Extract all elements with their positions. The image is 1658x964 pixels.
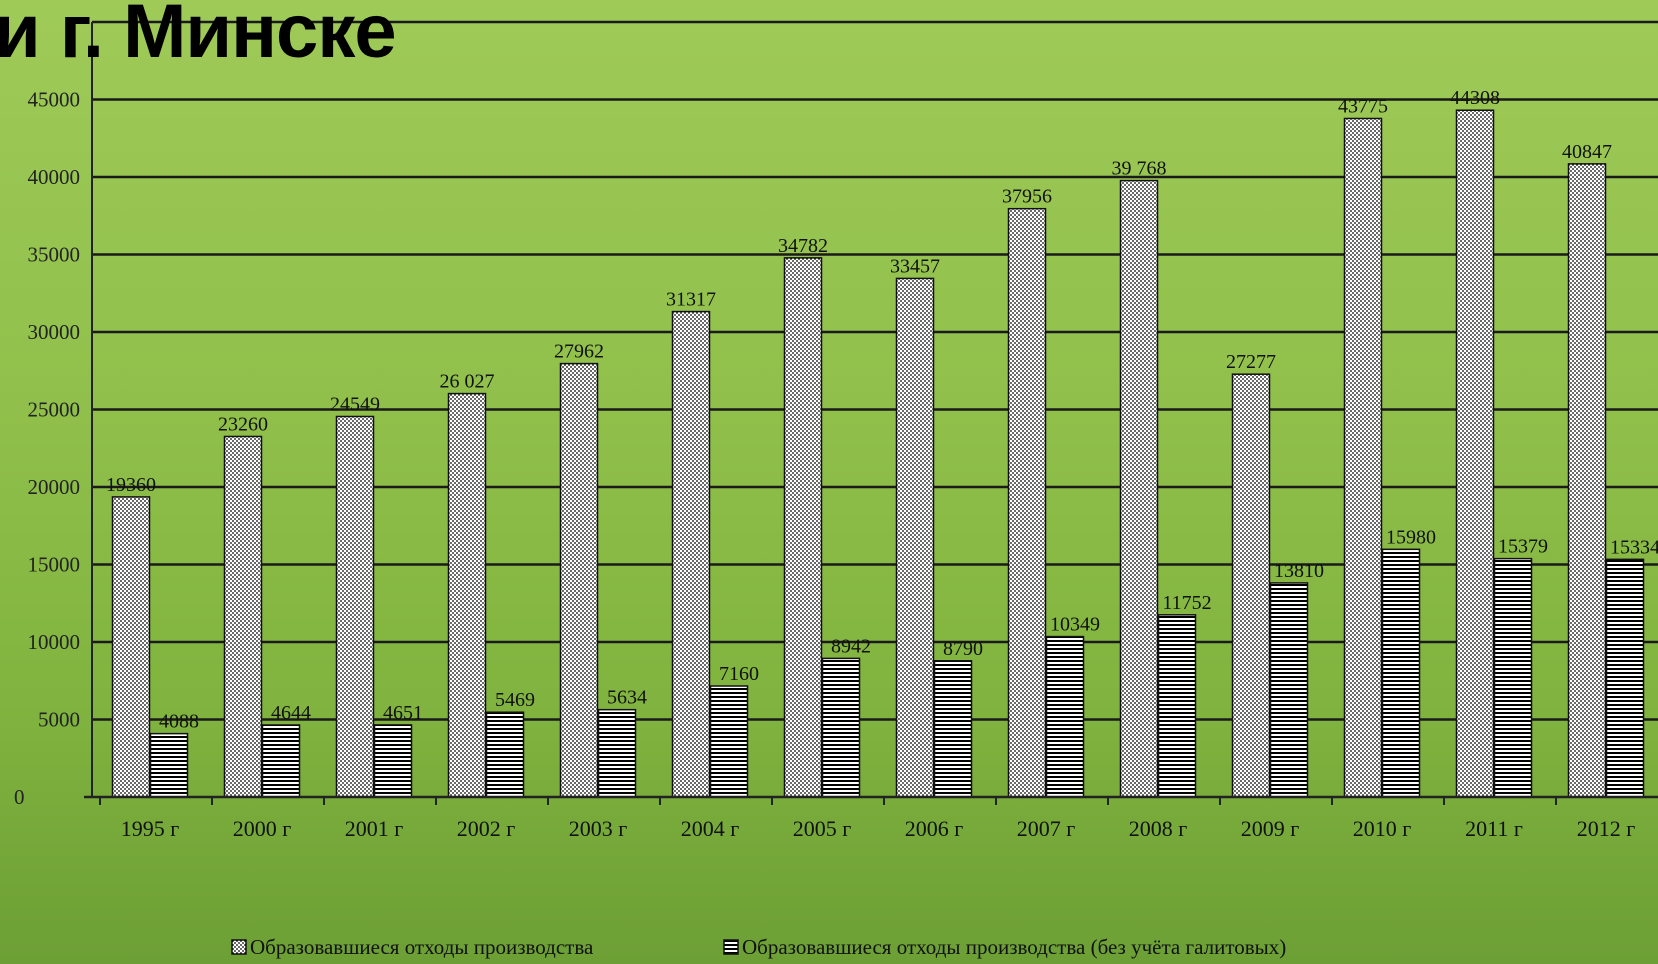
data-label: 7160 [719,663,759,685]
data-label: 34782 [778,235,828,257]
bar-total-waste [1007,207,1047,798]
legend-label: Образовавшиеся отходы производства (без … [742,935,1286,959]
data-label: 27277 [1226,351,1276,373]
bar-total-waste [1567,163,1607,798]
bar-waste-excl-halite [1605,558,1645,798]
slide-title: и г. Минске [0,0,397,74]
bar-waste-excl-halite [1493,557,1533,798]
data-label: 11752 [1162,592,1211,614]
bar-total-waste [1343,117,1383,798]
data-label: 4088 [159,711,199,733]
bar-total-waste [447,392,487,798]
bar-waste-excl-halite [709,685,749,798]
bar-waste-excl-halite [597,708,637,798]
data-label: 24549 [330,393,380,415]
y-tick-label: 25000 [28,398,81,422]
x-tick-label: 2000 г [233,816,292,841]
bar-waste-excl-halite [1381,548,1421,798]
bar-waste-excl-halite [933,660,973,798]
bar-waste-excl-halite [261,724,301,798]
y-axis: 0 5000 10000 15000 20000 25000 30000 35000 40000… [14,22,93,809]
bars [111,109,1645,798]
y-tick-label: 45000 [28,88,81,112]
data-label: 15379 [1498,536,1548,558]
y-tick-label: 20000 [28,475,81,499]
bar-waste-excl-halite [821,657,861,798]
y-tick-label: 5000 [38,708,80,732]
data-label: 31317 [666,289,716,311]
bar-total-waste [223,435,263,798]
bar-waste-excl-halite [485,711,525,798]
y-tick-label: 15000 [28,553,81,577]
legend-swatch [723,939,739,955]
data-label: 27962 [554,341,604,363]
data-labels: 19360 4088 23260 4644 24549 4651 26 027 5469 279… [106,87,1658,732]
bar-total-waste [1231,373,1271,798]
x-tick-label: 2012 г [1577,816,1636,841]
data-label: 5469 [495,689,535,711]
data-label: 4644 [271,702,311,724]
x-tick-label: 1995 г [121,816,180,841]
data-label: 15334 [1610,536,1658,558]
bar-total-waste [1455,109,1495,798]
bar-total-waste [895,277,935,798]
data-label: 5634 [607,687,647,709]
x-tick-label: 2011 г [1465,816,1523,841]
legend: Образовавшиеся отходы производства Образо… [231,935,1286,959]
legend-swatch [231,939,247,955]
y-tick-label: 0 [14,785,25,809]
bar-waste-excl-halite [373,724,413,798]
x-tick-label: 2010 г [1353,816,1412,841]
data-label: 15980 [1386,526,1436,548]
x-tick-label: 2006 г [905,816,964,841]
y-tick-label: 30000 [28,320,81,344]
y-tick-label: 35000 [28,243,81,267]
bar-waste-excl-halite [1045,635,1085,798]
bar-waste-excl-halite [149,732,189,798]
bar-total-waste [111,496,151,798]
x-tick-label: 2001 г [345,816,404,841]
x-tick-label: 2003 г [569,816,628,841]
bar-waste-excl-halite [1157,614,1197,798]
x-tick-label: 2007 г [1017,816,1076,841]
data-label: 8790 [943,638,983,660]
bar-total-waste [1119,179,1159,798]
data-label: 39 768 [1112,158,1167,180]
x-axis: 1995 г 2000 г 2001 г 2002 г 2003 г 2004 г 2005… [84,795,1658,841]
bar-total-waste [335,415,375,798]
data-label: 13810 [1274,560,1324,582]
data-label: 23260 [218,413,268,435]
data-label: 26 027 [440,371,495,393]
bar-total-waste [671,310,711,798]
x-tick-label: 2008 г [1129,816,1188,841]
x-tick-label: 2002 г [457,816,516,841]
legend-label: Образовавшиеся отходы производства [250,935,594,959]
data-label: 19360 [106,474,156,496]
data-label: 37956 [1002,186,1052,208]
y-tick-label: 10000 [28,630,81,654]
gridlines [92,20,1658,721]
bar-total-waste [783,257,823,798]
y-tick-label: 40000 [28,165,81,189]
data-label: 43775 [1338,95,1388,117]
data-label: 40847 [1562,141,1612,163]
data-label: 44308 [1450,87,1500,109]
x-tick-label: 2005 г [793,816,852,841]
bar-waste-excl-halite [1269,582,1309,798]
x-tick-label: 2004 г [681,816,740,841]
data-label: 4651 [383,702,423,724]
bar-total-waste [559,362,599,798]
data-label: 8942 [831,635,871,657]
data-label: 33457 [890,255,940,277]
x-tick-label: 2009 г [1241,816,1300,841]
data-label: 10349 [1050,614,1100,636]
